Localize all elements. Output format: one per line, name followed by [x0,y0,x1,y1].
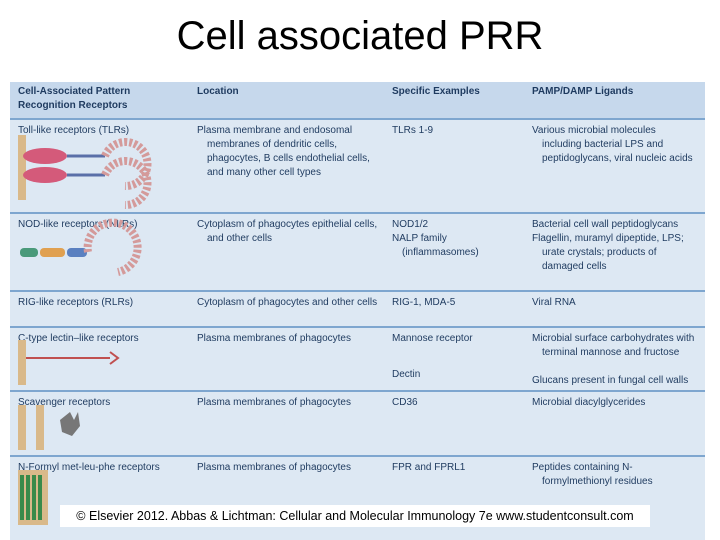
header-cell: Specific Examples [392,85,522,99]
cell-text: RIG-like receptors (RLRs) [18,297,134,308]
table-cell: RIG-like receptors (RLRs) [18,296,188,310]
table-row: NOD-like receptors (NLRs) Cytoplasm of ph… [10,212,705,290]
cell-text: Bacterial cell wall peptidoglycans [532,219,679,230]
cell-text: Toll-like receptors (TLRs) [18,125,130,136]
cell-text: NOD1/2 [392,219,429,230]
table-row: C-type lectin–like receptors Plasma membr… [10,326,705,390]
header-text: Location [197,86,239,97]
table-cell: Plasma membranes of phagocytes [197,461,382,475]
table-cell: NOD1/2 NALP family (inflammasomes) [392,218,522,260]
cell-text: TLRs 1-9 [392,125,434,136]
table-cell: N-Formyl met-leu-phe receptors [18,461,188,475]
table-cell: Viral RNA [532,296,697,310]
table-cell: Peptides containing N-formylmethionyl re… [532,461,697,489]
table-row: Scavenger receptors Plasma membranes of p… [10,390,705,455]
cell-text: Cytoplasm of phagocytes epithelial cells… [197,219,378,244]
table-cell: Toll-like receptors (TLRs) [18,124,188,138]
cell-text: FPR and FPRL1 [392,462,466,473]
header-cell: Location [197,85,382,99]
cell-text: N-Formyl met-leu-phe receptors [18,462,160,473]
cell-text: NOD-like receptors (NLRs) [18,219,138,230]
header-cell: Cell-Associated Pattern Recognition Rece… [18,85,138,113]
header-text: Specific Examples [392,86,480,97]
cell-text: NALP family (inflammasomes) [392,233,479,258]
cell-text: Flagellin, muramyl dipeptide, LPS; urate… [532,233,684,272]
table-row: RIG-like receptors (RLRs) Cytoplasm of ph… [10,290,705,326]
table-cell: FPR and FPRL1 [392,461,522,475]
header-cell: PAMP/DAMP Ligands [532,85,697,99]
cell-text: Viral RNA [532,297,576,308]
cell-text: Peptides containing N-formylmethionyl re… [532,462,653,487]
cell-text: CD36 [392,397,418,408]
cell-text: Microbial surface carbohydrates with ter… [532,333,695,358]
copyright: © Elsevier 2012. Abbas & Lichtman: Cellu… [60,505,650,527]
table-cell: NOD-like receptors (NLRs) [18,218,188,232]
header-text: PAMP/DAMP Ligands [532,86,634,97]
cell-text: Plasma membranes of phagocytes [197,397,351,408]
cell-text: RIG-1, MDA-5 [392,297,456,308]
table-row: Toll-like receptors (TLRs) Plasma membran… [10,118,705,212]
table-cell: CD36 [392,396,522,410]
table-row: N-Formyl met-leu-phe receptors Plasma mem… [10,455,705,540]
table-cell: Cytoplasm of phagocytes epithelial cells… [197,218,382,246]
table-cell: C-type lectin–like receptors [18,332,188,346]
c-type-icon [18,340,120,385]
table-cell: Bacterial cell wall peptidoglycans Flagel… [532,218,697,274]
cell-text: C-type lectin–like receptors [18,333,139,344]
table-cell: RIG-1, MDA-5 [392,296,522,310]
cell-text: Microbial diacylglycerides [532,397,646,408]
table-cell: Plasma membranes of phagocytes [197,332,382,346]
header-row: Cell-Associated Pattern Recognition Rece… [10,82,705,118]
cell-text: Various microbial molecules including ba… [532,125,693,164]
table-cell: Cytoplasm of phagocytes and other cells [197,296,382,310]
nlr-icon [20,218,142,276]
cell-text: Plasma membrane and endosomal membranes … [197,125,370,178]
tlr-icon [18,135,152,210]
scavenger-icon [18,405,80,450]
cell-text: Glucans present in fungal cell walls [532,375,689,386]
cell-text: Scavenger receptors [18,397,111,408]
cell-text: Plasma membranes of phagocytes [197,333,351,344]
fpr-icon [18,470,48,525]
slide-title: Cell associated PRR [176,14,544,58]
cell-text: Plasma membranes of phagocytes [197,462,351,473]
cell-text: Cytoplasm of phagocytes and other cells [197,297,378,308]
table-cell: Various microbial molecules including ba… [532,124,697,166]
table-cell: Microbial surface carbohydrates with ter… [532,332,697,388]
cell-text: Dectin [392,369,421,380]
table-cell: TLRs 1-9 [392,124,522,138]
table-cell: Plasma membranes of phagocytes [197,396,382,410]
table-cell: Plasma membrane and endosomal membranes … [197,124,382,180]
cell-text: Mannose receptor [392,333,473,344]
header-text: Cell-Associated Pattern Recognition Rece… [18,86,131,111]
table-cell: Scavenger receptors [18,396,188,410]
table-cell: Mannose receptor Dectin [392,332,522,388]
table-cell: Microbial diacylglycerides [532,396,697,410]
